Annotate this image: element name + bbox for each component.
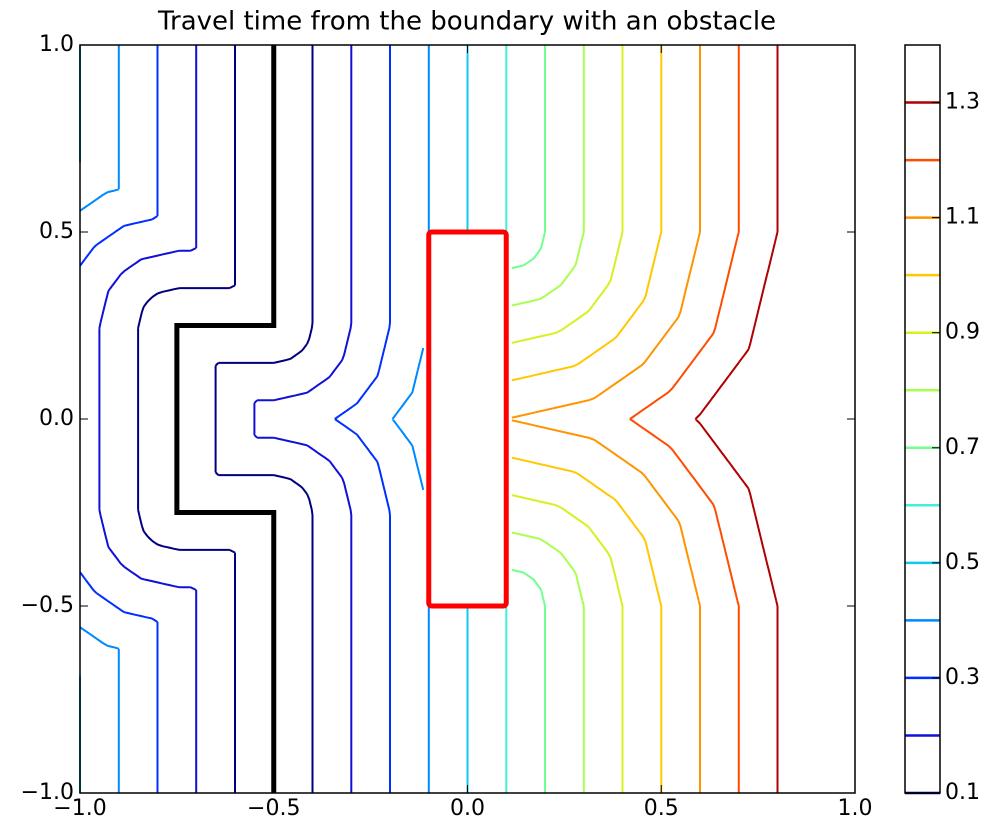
y-tick-label: −1.0 [21,780,74,805]
contour-line [79,45,430,793]
colorbar-tick-label: 1.3 [945,90,980,115]
colorbar-tick-label: 0.5 [945,550,980,575]
contour-line [98,45,353,793]
y-tick-label: 0.0 [39,406,74,431]
colorbar-tick-label: 1.1 [945,205,980,230]
obstacle [426,229,509,609]
y-tick-label: −0.5 [21,593,74,618]
x-tick-label: −0.5 [247,796,300,821]
colorbar-tick-label: 0.7 [945,435,980,460]
colorbar-tick-label: 0.1 [945,780,980,805]
colorbar-tick-label: 0.9 [945,320,980,345]
contour-line [511,45,585,793]
boundary [174,45,277,793]
contour-line [629,45,740,793]
x-tick-label: −1.0 [53,796,106,821]
contour-line [511,45,701,793]
y-tick-label: 1.0 [39,32,74,57]
contour-line [511,45,546,793]
contour-line [694,45,779,793]
contour-line [79,45,391,793]
chart-title: Travel time from the boundary with an ob… [157,7,776,37]
contour-line [137,45,314,793]
y-tick-label: 0.5 [39,219,74,244]
contour-line [511,45,624,793]
x-tick-label: 0.5 [644,796,679,821]
colorbar-frame [904,44,941,794]
x-tick-label: 1.0 [838,796,873,821]
colorbar-tick-label: 0.3 [945,665,980,690]
x-tick-label: 0.0 [450,796,485,821]
contour-line [511,45,663,793]
